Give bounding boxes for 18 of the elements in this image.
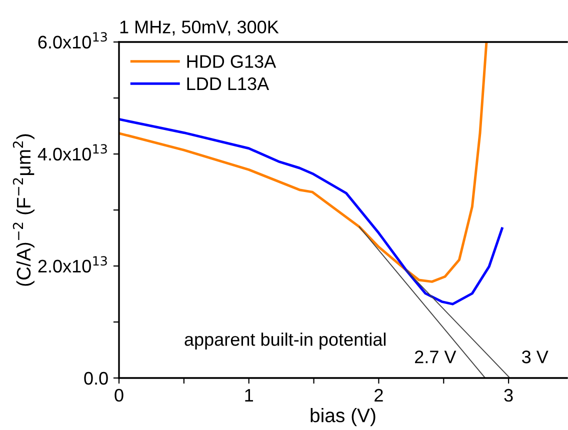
annotation: 3 V (522, 350, 548, 364)
y-tick-label: 4.0x10$^{13}$ (38, 144, 107, 161)
x-tick-label: 3 (504, 388, 513, 402)
line-series (119, 42, 488, 283)
x-tick-label: 2 (374, 388, 383, 402)
line-series (119, 118, 504, 306)
annotation: apparent built-in potential (184, 332, 386, 350)
y-tick-label: 6.0x10$^{13}$ (38, 32, 107, 49)
y-tick-label: 0.0 (84, 372, 108, 385)
legend-label: HDD G13A (187, 55, 276, 68)
x-tick-label: 1 (245, 389, 253, 402)
chart-title: 1 MHz, 50mV, 300K (120, 20, 279, 36)
x-tick-label: 0 (114, 388, 124, 402)
y-axis-title: (C/A)$^{−2}$ (F$^{−2}$μm$^{2}$) (12, 134, 34, 286)
x-axis-title: bias (V) (310, 408, 376, 426)
y-tick-label: 2.0x10$^{13}$ (38, 256, 107, 273)
annotation: 2.7 V (415, 350, 456, 364)
legend-label: LDD L13A (187, 77, 270, 90)
